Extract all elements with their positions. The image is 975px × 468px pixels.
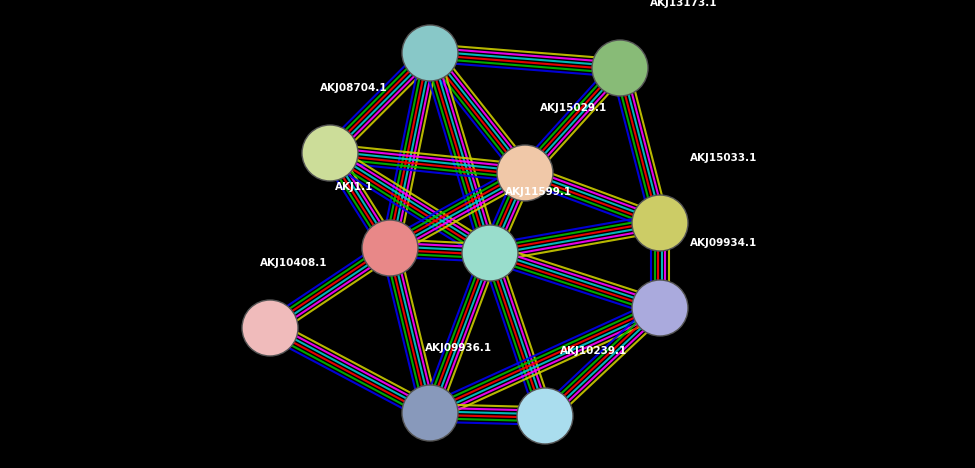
Circle shape <box>462 225 518 281</box>
Circle shape <box>242 300 298 356</box>
Text: AKJ10239.1: AKJ10239.1 <box>560 346 627 356</box>
Circle shape <box>362 220 418 276</box>
Text: AKJ11599.1: AKJ11599.1 <box>505 187 572 197</box>
Text: AKJ1.1: AKJ1.1 <box>335 182 373 192</box>
Circle shape <box>302 125 358 181</box>
Text: AKJ15033.1: AKJ15033.1 <box>690 153 758 163</box>
Text: AKJ10408.1: AKJ10408.1 <box>260 258 328 268</box>
Circle shape <box>517 388 573 444</box>
Circle shape <box>592 40 648 96</box>
Circle shape <box>402 385 458 441</box>
Text: AKJ09936.1: AKJ09936.1 <box>425 343 492 353</box>
Circle shape <box>402 25 458 81</box>
Text: AKJ09934.1: AKJ09934.1 <box>690 238 758 248</box>
Text: AKJ08704.1: AKJ08704.1 <box>320 83 388 93</box>
Text: AKJ13173.1: AKJ13173.1 <box>650 0 718 8</box>
Text: AKJ15029.1: AKJ15029.1 <box>540 103 607 113</box>
Circle shape <box>497 145 553 201</box>
Circle shape <box>632 280 688 336</box>
Circle shape <box>632 195 688 251</box>
